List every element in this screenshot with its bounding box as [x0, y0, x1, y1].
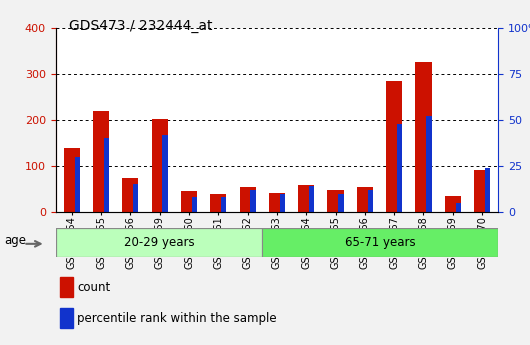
- Bar: [93, 111, 109, 212]
- Text: GDS473 / 232444_at: GDS473 / 232444_at: [69, 19, 213, 33]
- Bar: [163, 135, 168, 212]
- Bar: [386, 81, 402, 212]
- Bar: [269, 193, 285, 212]
- Bar: [104, 138, 109, 212]
- Bar: [280, 194, 285, 212]
- Bar: [338, 194, 343, 212]
- Bar: [262, 228, 498, 257]
- Bar: [181, 191, 197, 212]
- Bar: [192, 197, 197, 212]
- Bar: [397, 124, 402, 212]
- Bar: [56, 228, 262, 257]
- Bar: [60, 308, 73, 328]
- Text: 20-29 years: 20-29 years: [123, 236, 194, 249]
- Bar: [152, 118, 168, 212]
- Bar: [445, 196, 461, 212]
- Bar: [133, 185, 138, 212]
- Bar: [328, 190, 343, 212]
- Bar: [64, 148, 80, 212]
- Bar: [122, 178, 138, 212]
- Bar: [210, 194, 226, 212]
- Bar: [250, 190, 255, 212]
- Bar: [309, 186, 314, 212]
- Bar: [240, 187, 255, 212]
- Bar: [416, 62, 431, 212]
- Bar: [60, 277, 73, 297]
- Bar: [357, 187, 373, 212]
- Bar: [75, 157, 80, 212]
- Text: 65-71 years: 65-71 years: [345, 236, 416, 249]
- Bar: [368, 190, 373, 212]
- Text: age: age: [4, 234, 26, 247]
- Bar: [456, 203, 461, 212]
- Text: count: count: [77, 280, 111, 294]
- Bar: [221, 197, 226, 212]
- Bar: [426, 116, 431, 212]
- Bar: [474, 170, 490, 212]
- Bar: [485, 168, 490, 212]
- Bar: [298, 185, 314, 212]
- Text: percentile rank within the sample: percentile rank within the sample: [77, 312, 277, 325]
